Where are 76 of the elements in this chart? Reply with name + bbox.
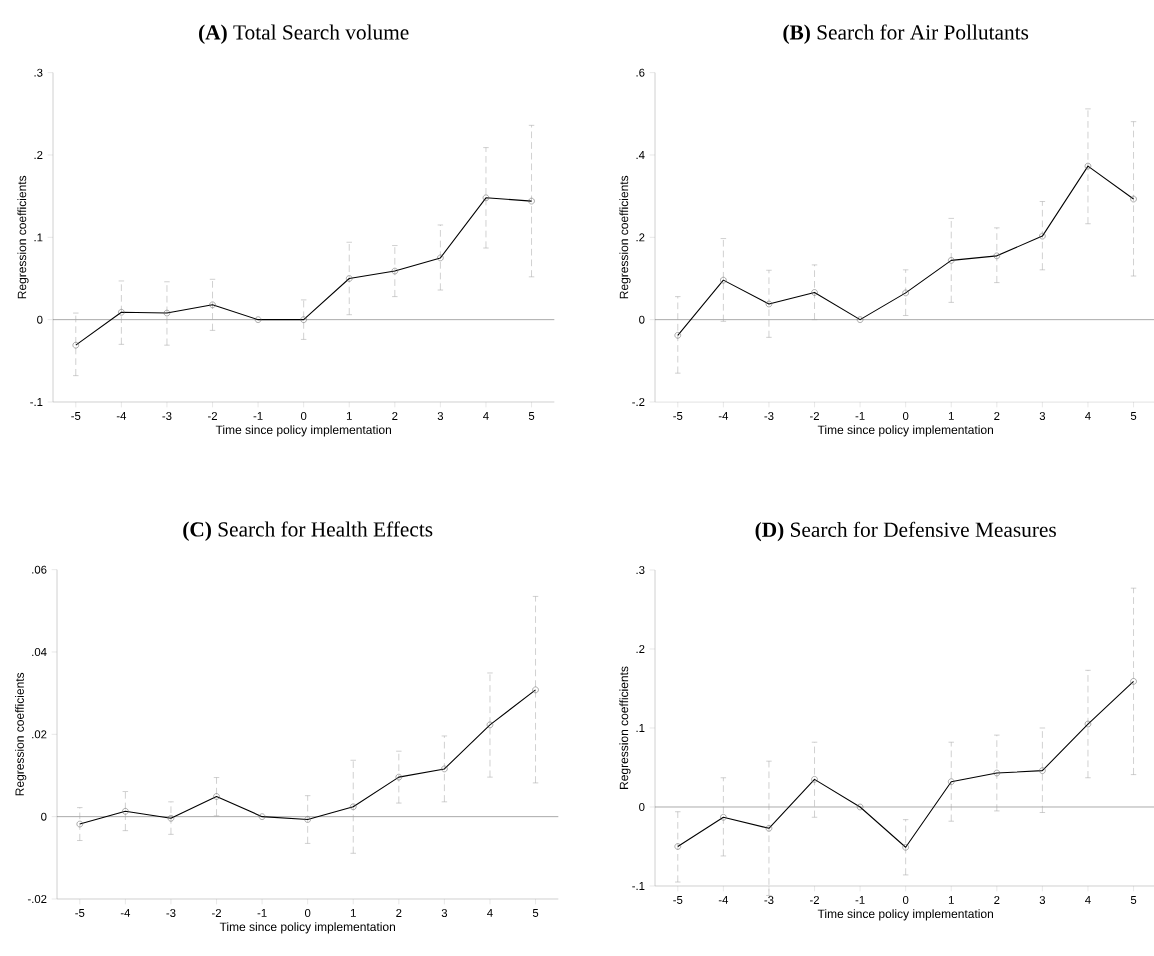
y-tick-label: .3 (636, 565, 645, 574)
x-tick-label: 5 (532, 909, 539, 917)
x-tick-label: -3 (764, 896, 774, 905)
y-tick-label: 0 (639, 315, 645, 324)
x-tick-label: -3 (166, 909, 176, 918)
y-tick-label: -.02 (27, 894, 47, 903)
x-axis-title: Time since policy implementation (817, 425, 993, 437)
x-tick-label: -4 (718, 896, 729, 904)
x-tick-label: -5 (71, 412, 81, 420)
y-axis-title: Regression coefficients (619, 666, 631, 789)
x-tick-label: 2 (392, 412, 398, 420)
x-tick-label: -1 (855, 412, 865, 420)
y-tick-label: .2 (34, 151, 43, 159)
x-tick-label: -1 (257, 909, 267, 917)
x-axis-title: Time since policy implementation (219, 922, 395, 934)
y-tick-label: 0 (37, 315, 43, 324)
x-tick-label: 4 (483, 412, 489, 420)
x-tick-label: 0 (902, 412, 909, 421)
y-tick-label: .2 (636, 645, 645, 653)
x-tick-label: -2 (809, 896, 819, 904)
y-tick-label: .4 (636, 151, 645, 159)
y-tick-label: -.1 (30, 398, 43, 406)
y-tick-label: .2 (636, 233, 645, 242)
x-tick-label: -4 (120, 909, 131, 917)
y-tick-label: 0 (41, 812, 47, 821)
y-tick-label: .1 (34, 233, 43, 242)
x-tick-label: 3 (437, 412, 444, 421)
y-tick-label: -.1 (632, 882, 645, 890)
x-tick-label: 1 (948, 896, 954, 904)
x-tick-label: -5 (673, 412, 683, 420)
x-tick-label: -4 (116, 412, 127, 420)
x-tick-label: -2 (809, 412, 819, 420)
chart-title: (D) Search for Defensive Measures (755, 521, 1056, 542)
y-axis-title: Regression coefficients (17, 175, 29, 299)
x-tick-label: 4 (487, 909, 493, 917)
x-tick-label: 2 (994, 412, 1000, 420)
x-tick-label: 4 (1085, 412, 1091, 420)
x-tick-label: -1 (855, 896, 865, 904)
chart-title: (B) Search for Air Pollutants (783, 24, 1029, 44)
x-tick-label: -1 (253, 412, 263, 420)
x-tick-label: -5 (673, 896, 683, 904)
x-tick-label: -4 (718, 412, 729, 420)
x-tick-label: 1 (948, 412, 954, 420)
x-tick-label: -2 (207, 412, 217, 420)
y-axis-title: Regression coefficients (619, 175, 631, 299)
x-tick-label: 3 (1039, 412, 1046, 421)
y-tick-label: .04 (32, 647, 47, 656)
x-tick-label: 0 (304, 909, 311, 918)
y-tick-label: -.2 (632, 398, 645, 406)
y-tick-label: .02 (32, 730, 47, 739)
x-axis-title: Time since policy implementation (817, 909, 993, 921)
x-tick-label: 0 (902, 896, 909, 905)
x-tick-label: 1 (346, 412, 352, 420)
y-tick-label: .1 (636, 724, 645, 732)
y-tick-label: .3 (34, 68, 43, 77)
x-tick-label: 3 (441, 909, 448, 918)
chart-title: (A) Total Search volume (199, 24, 409, 44)
y-tick-label: .6 (636, 68, 645, 77)
x-tick-label: 2 (994, 896, 1000, 904)
x-tick-label: 5 (1130, 896, 1137, 904)
y-tick-label: 0 (639, 802, 645, 811)
y-axis-title: Regression coefficients (15, 672, 27, 796)
x-tick-label: 5 (528, 412, 535, 420)
x-tick-label: 5 (1130, 412, 1137, 420)
x-tick-label: -2 (211, 909, 221, 917)
x-tick-label: -3 (162, 412, 172, 421)
x-tick-label: -3 (764, 412, 774, 421)
x-tick-label: 1 (350, 909, 356, 917)
y-tick-label: .06 (32, 565, 47, 574)
x-tick-label: 4 (1085, 896, 1091, 904)
x-axis-title: Time since policy implementation (215, 425, 391, 437)
x-tick-label: 3 (1039, 896, 1046, 905)
x-tick-label: 2 (396, 909, 402, 917)
x-tick-label: -5 (75, 909, 85, 917)
x-tick-label: 0 (300, 412, 307, 421)
chart-title: (C) Search for Health Effects (183, 521, 433, 541)
